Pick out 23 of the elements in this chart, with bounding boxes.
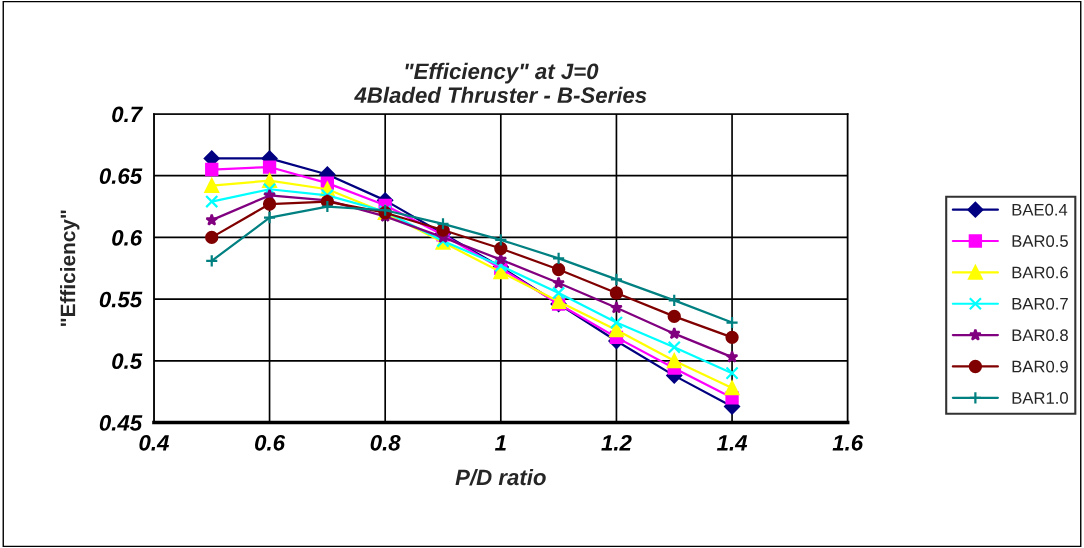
- legend-label: BAR0.8: [1012, 329, 1068, 342]
- legend-label: BAR0.5: [1012, 235, 1068, 247]
- x-tick-label: 0.4: [139, 434, 169, 451]
- x-tick-label: 1.6: [832, 434, 864, 451]
- y-tick-label: 0.45: [99, 415, 143, 431]
- chart-title: "Efficiency" at J=0 4Bladed Thruster - B-Series: [354, 62, 647, 104]
- y-tick-label: 0.7: [112, 106, 143, 123]
- legend-label: BAR0.6: [1012, 266, 1068, 279]
- y-axis-title: "Efficiency": [60, 210, 80, 326]
- y-tick-label: 0.6: [112, 229, 143, 246]
- legend-label: BAE0.4: [1012, 203, 1068, 216]
- x-axis-title: P/D ratio: [455, 468, 546, 486]
- x-tick-label: 1: [494, 435, 506, 451]
- legend-label: BAR0.9: [1012, 360, 1068, 373]
- y-tick-label: 0.5: [112, 353, 143, 370]
- x-tick-label: 0.6: [255, 434, 286, 451]
- x-tick-label: 0.8: [370, 434, 401, 451]
- x-tick-label: 1.2: [601, 434, 632, 451]
- y-tick-label: 0.65: [99, 168, 143, 184]
- x-tick-label: 1.4: [716, 435, 748, 451]
- legend-label: BAR0.7: [1012, 297, 1068, 310]
- y-tick-label: 0.55: [99, 291, 143, 308]
- legend-label: BAR1.0: [1012, 392, 1068, 404]
